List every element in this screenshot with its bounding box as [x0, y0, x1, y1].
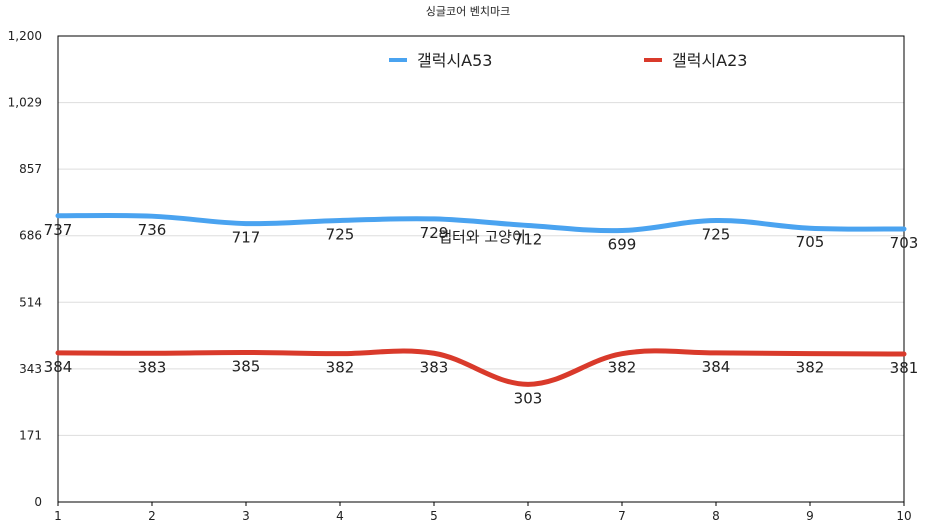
x-tick-label: 6: [524, 509, 532, 523]
data-labels: 737 736 717 725 729 712 699 725 705 703 384 383 385 3…: [44, 221, 919, 408]
data-label: 699: [608, 236, 637, 254]
data-label: 383: [420, 358, 449, 376]
x-tick-label: 9: [806, 509, 814, 523]
x-tick-label: 3: [242, 509, 250, 523]
data-label: 725: [702, 225, 731, 243]
data-label: 381: [890, 359, 919, 377]
x-tick-label: 10: [896, 509, 911, 523]
plot-frame: [57, 35, 905, 503]
data-label: 712: [514, 231, 543, 249]
y-tick-label: 1,029: [8, 96, 42, 110]
data-label: 382: [608, 359, 637, 377]
data-label: 385: [232, 357, 261, 375]
y-tick-label: 343: [19, 362, 42, 376]
data-label: 705: [796, 233, 825, 251]
y-tick-label: 1,200: [8, 29, 42, 43]
series-line-2: [55, 348, 907, 387]
data-label: 725: [326, 225, 355, 243]
y-tick-label: 686: [19, 229, 42, 243]
x-axis-ticks: 1 2 3 4 5 6 7 8 9 10: [54, 502, 912, 523]
x-tick-label: 1: [54, 509, 62, 523]
data-label: 729: [420, 224, 449, 242]
x-tick-label: 5: [430, 509, 438, 523]
data-label: 384: [44, 358, 73, 376]
data-label: 382: [326, 359, 355, 377]
data-label: 703: [890, 234, 919, 252]
legend: 갤럭시A53 갤럭시A23: [389, 51, 747, 70]
axes: [57, 35, 905, 503]
data-label: 383: [138, 358, 167, 376]
x-tick-label: 8: [712, 509, 720, 523]
data-label: 384: [702, 358, 731, 376]
y-tick-label: 857: [19, 162, 42, 176]
x-tick-label: 2: [148, 509, 156, 523]
data-label: 736: [138, 221, 167, 239]
legend-label: 갤럭시A53: [417, 51, 492, 70]
data-label: 717: [232, 229, 261, 247]
data-label: 737: [44, 221, 73, 239]
y-tick-label: 514: [19, 295, 42, 309]
chart-title: 싱글코어 벤치마크: [426, 5, 510, 18]
grid-lines: [58, 102, 904, 436]
watermark-text: 랩터와 고양이: [438, 228, 526, 246]
data-label: 303: [514, 389, 543, 407]
series-line-1: [55, 212, 907, 234]
data-label: 382: [796, 359, 825, 377]
x-tick-label: 7: [618, 509, 626, 523]
series-lines: [55, 212, 907, 387]
y-tick-label: 171: [19, 428, 42, 442]
y-axis-ticks: 0 171 343 514 686 857 1,029 1,200: [8, 29, 42, 509]
legend-label: 갤럭시A23: [672, 51, 747, 70]
x-tick-label: 4: [336, 509, 344, 523]
y-tick-label: 0: [34, 495, 42, 509]
